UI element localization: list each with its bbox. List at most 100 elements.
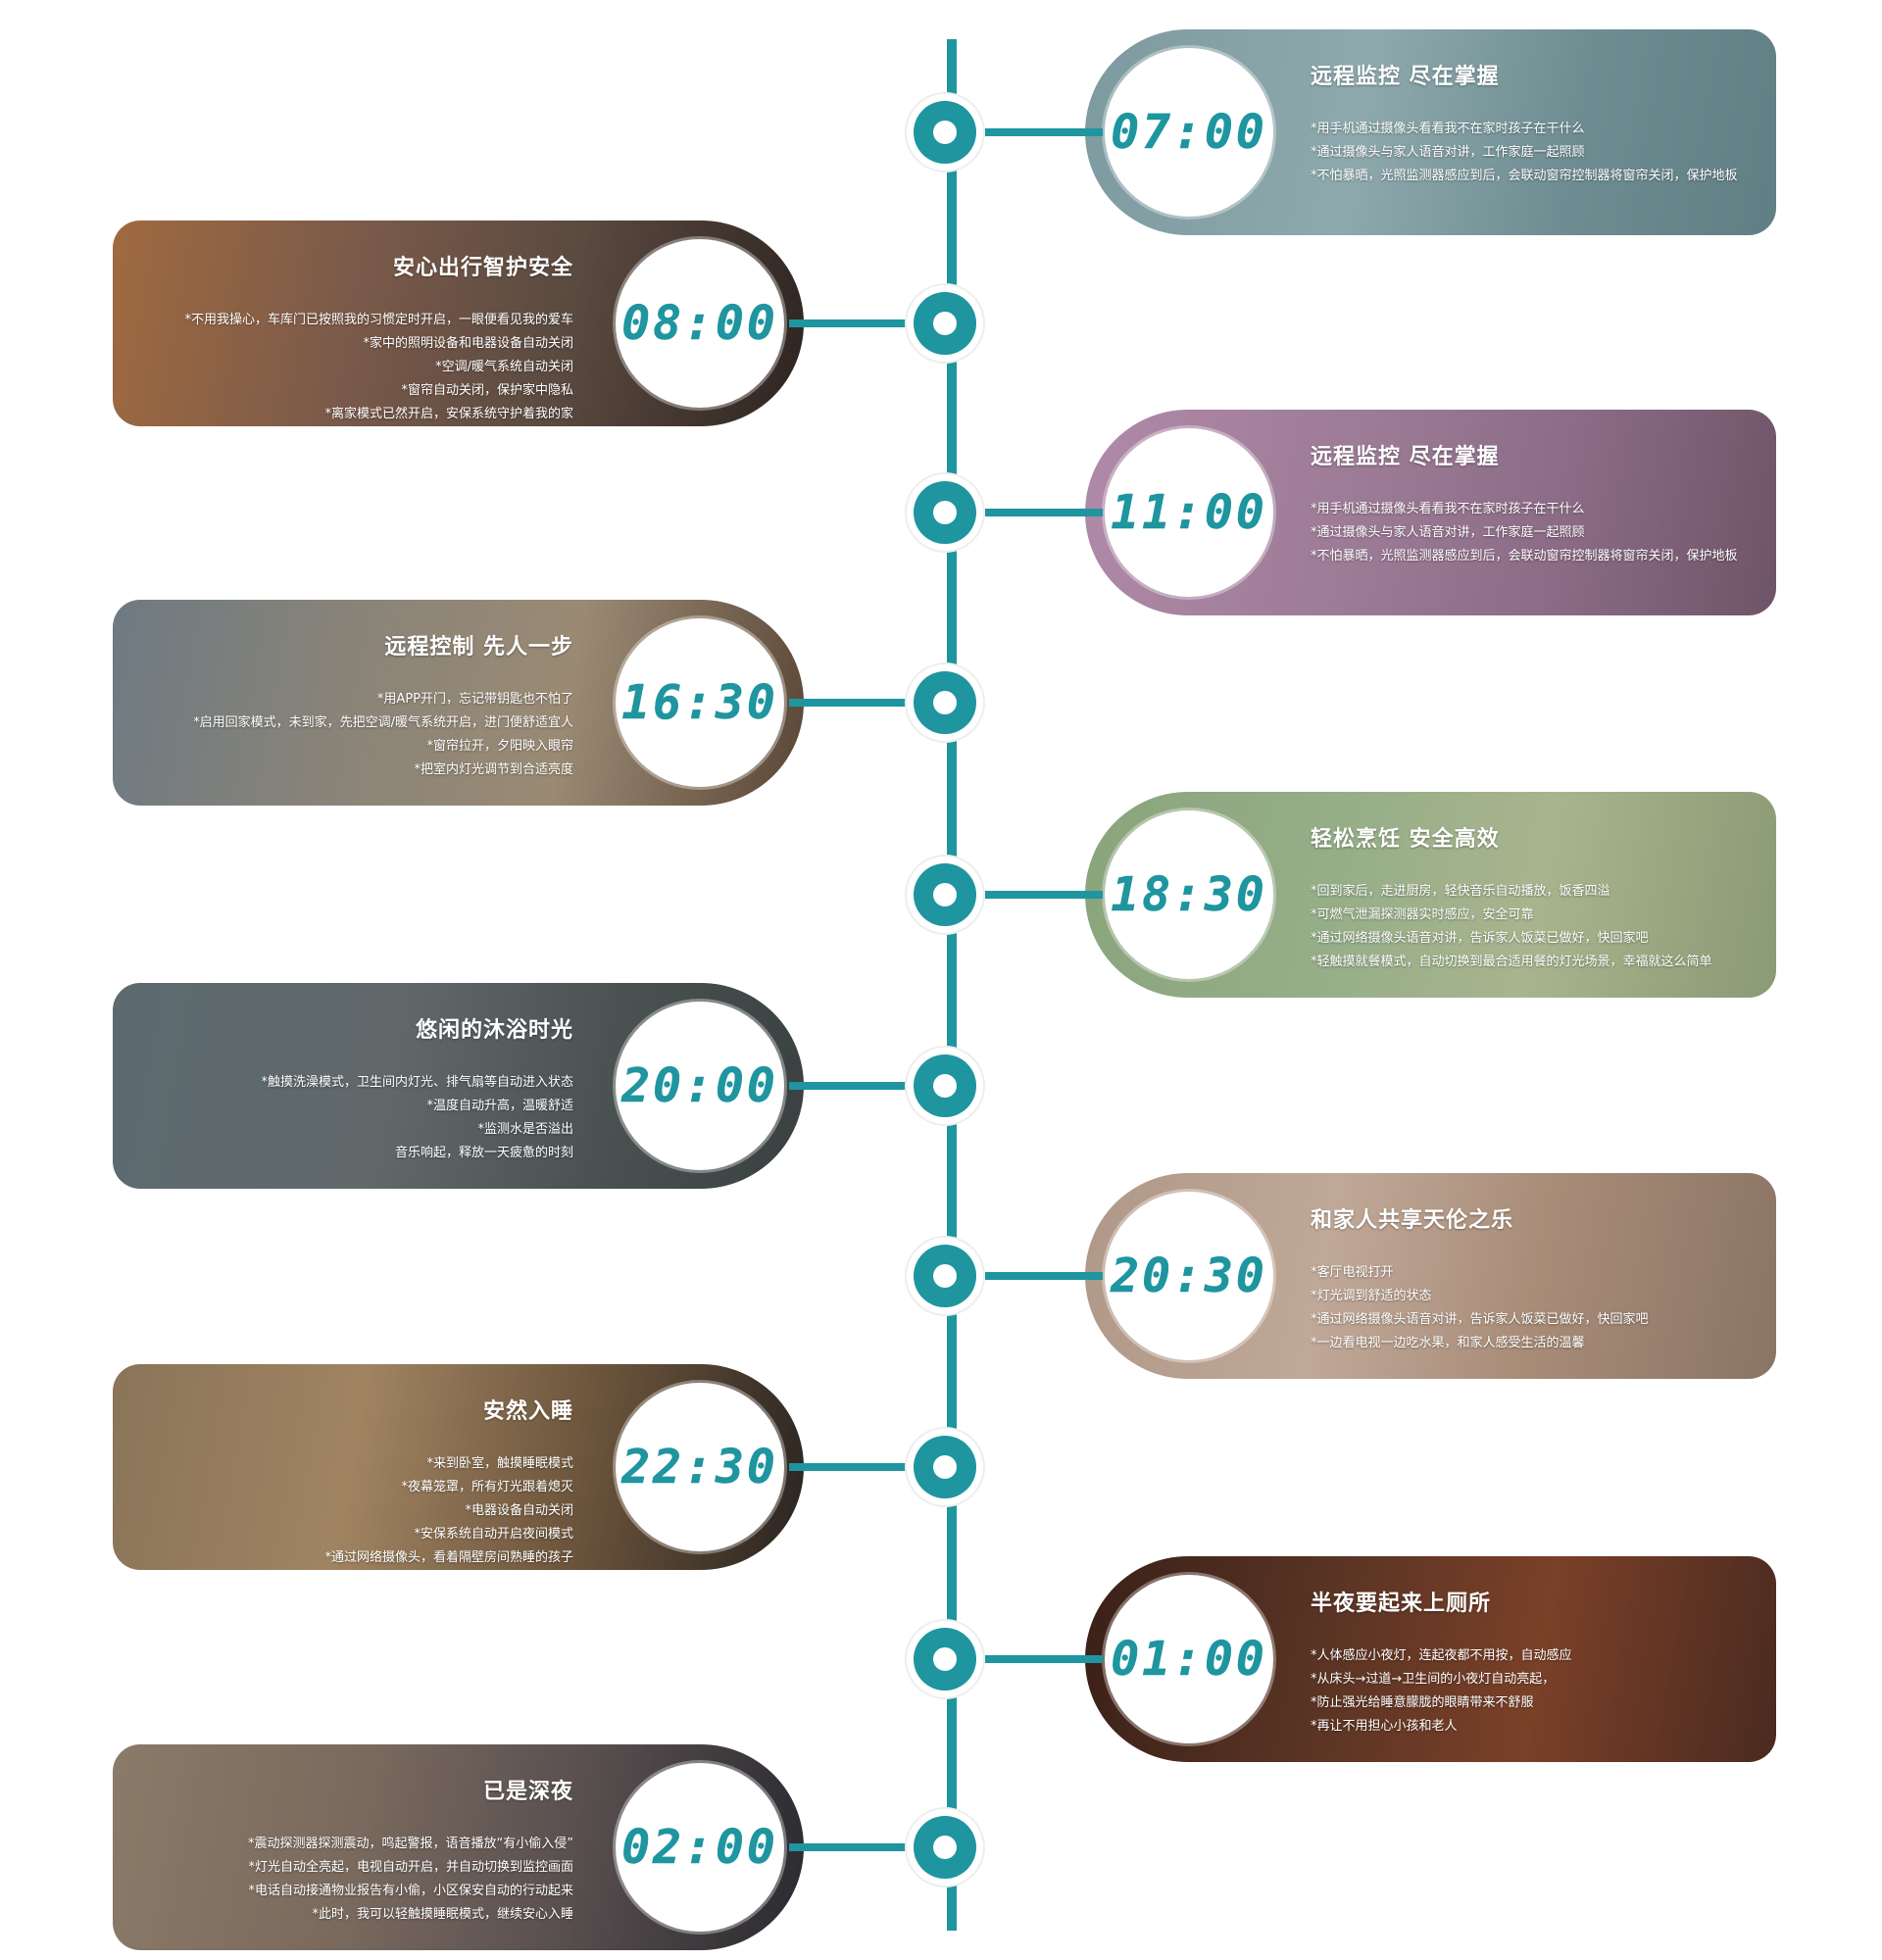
card-line: *通过网络摄像头，看着隔壁房间熟睡的孩子 (324, 1550, 573, 1565)
card-line: *用手机通过摄像头看看我不在家时孩子在干什么 (1311, 502, 1585, 516)
card-text: 安然入睡 *来到卧室，触摸睡眠模式 *夜幕笼罩，所有灯光跟着熄灭 *电器设备自动关闭 *… (132, 1394, 573, 1570)
card-line: *家中的照明设备和电器设备自动关闭 (363, 336, 573, 351)
timeline-card: 20:00 悠闲的沐浴时光 *触摸洗澡模式，卫生间内灯光、排气扇等自动进入状态 *温度… (113, 983, 804, 1189)
timeline-card: 02:00 已是深夜 *震动探测器探测震动，鸣起警报，语音播放“有小偷入侵” *灯光自… (113, 1744, 804, 1950)
card-line: *灯光自动全亮起，电视自动开启，并自动切换到监控画面 (248, 1860, 573, 1875)
card-title: 半夜要起来上厕所 (1311, 1592, 1492, 1616)
timeline-node (905, 92, 985, 172)
card-line: *通过网络摄像头语音对讲，告诉家人饭菜已做好，快回家吧 (1311, 1312, 1649, 1327)
card-line: *回到家后，走进厨房，轻快音乐自动播放，饭香四溢 (1311, 884, 1610, 899)
connector-line (985, 1272, 1103, 1280)
card-line: *通过网络摄像头语音对讲，告诉家人饭菜已做好，快回家吧 (1311, 931, 1649, 946)
card-text: 已是深夜 *震动探测器探测震动，鸣起警报，语音播放“有小偷入侵” *灯光自动全亮起，… (132, 1774, 573, 1927)
card-text: 半夜要起来上厕所 *人体感应小夜灯，连起夜都不用按，自动感应 *从床头→过道→卫生间… (1311, 1586, 1747, 1739)
card-line: *人体感应小夜灯，连起夜都不用按，自动感应 (1311, 1648, 1572, 1663)
time-circle: 16:30 (616, 618, 784, 787)
card-line: *此时，我可以轻触摸睡眠模式，继续安心入睡 (312, 1907, 573, 1922)
card-line: *温度自动升高，温暖舒适 (426, 1099, 573, 1113)
card-line: *用手机通过摄像头看看我不在家时孩子在干什么 (1311, 122, 1585, 136)
timeline-card: 22:30 安然入睡 *来到卧室，触摸睡眠模式 *夜幕笼罩，所有灯光跟着熄灭 *电器设备… (113, 1364, 804, 1570)
card-line: *窗帘拉开，夕阳映入眼帘 (426, 739, 573, 754)
card-text: 远程控制 先人一步 *用APP开门，忘记带钥匙也不怕了 *启用回家模式，未到家，先把… (132, 629, 573, 782)
time-label: 01:00 (1111, 1632, 1267, 1688)
connector-line (789, 1082, 907, 1090)
connector-line (789, 699, 907, 707)
card-line: *窗帘自动关闭，保护家中隐私 (401, 383, 573, 398)
timeline-line (947, 39, 957, 1931)
card-text: 和家人共享天伦之乐 *客厅电视打开 *灯光调到舒适的状态 *通过网络摄像头语音对讲，告… (1311, 1202, 1747, 1355)
card-line: *客厅电视打开 (1311, 1265, 1394, 1280)
card-line: *再让不用担心小孩和老人 (1311, 1719, 1458, 1734)
connector-line (985, 891, 1103, 899)
card-title: 和家人共享天伦之乐 (1311, 1208, 1514, 1233)
card-title: 远程监控 尽在掌握 (1311, 445, 1500, 469)
timeline-card: 01:00 半夜要起来上厕所 *人体感应小夜灯，连起夜都不用按，自动感应 *从床头→过… (1085, 1556, 1776, 1762)
time-label: 08:00 (621, 296, 778, 352)
timeline-node (905, 1046, 985, 1126)
connector-line (789, 319, 907, 327)
card-line: *一边看电视一边吃水果，和家人感受生活的温馨 (1311, 1336, 1585, 1350)
timeline-card: 11:00 远程监控 尽在掌握 *用手机通过摄像头看看我不在家时孩子在干什么 *通过摄… (1085, 410, 1776, 615)
time-label: 20:30 (1111, 1249, 1267, 1304)
card-line: *轻触摸就餐模式，自动切换到最合适用餐的灯光场景，幸福就这么简单 (1311, 955, 1712, 969)
time-circle: 01:00 (1105, 1575, 1273, 1743)
timeline-node (905, 1236, 985, 1316)
timeline-entry: 22:30 安然入睡 *来到卧室，触摸睡眠模式 *夜幕笼罩，所有灯光跟着熄灭 *电器设备… (0, 1364, 1882, 1570)
card-text: 远程监控 尽在掌握 *用手机通过摄像头看看我不在家时孩子在干什么 *通过摄像头与家人… (1311, 59, 1747, 188)
card-line: *通过摄像头与家人语音对讲，工作家庭一起照顾 (1311, 525, 1585, 540)
timeline-node (905, 662, 985, 743)
card-line: *电话自动接通物业报告有小偷，小区保安自动的行动起来 (248, 1884, 573, 1898)
card-line: *不用我操心，车库门已按照我的习惯定时开启，一眼便看见我的爱车 (184, 313, 573, 327)
time-label: 11:00 (1111, 485, 1267, 541)
timeline-card: 20:30 和家人共享天伦之乐 *客厅电视打开 *灯光调到舒适的状态 *通过网络摄像头语… (1085, 1173, 1776, 1379)
card-line: *从床头→过道→卫生间的小夜灯自动亮起， (1311, 1672, 1556, 1687)
card-line: *离家模式已然开启，安保系统守护着我的家 (324, 407, 573, 421)
card-line: *不怕暴晒，光照监测器感应到后，会联动窗帘控制器将窗帘关闭，保护地板 (1311, 169, 1738, 183)
time-circle: 08:00 (616, 239, 784, 408)
card-line: 音乐响起，释放一天疲惫的时刻 (394, 1146, 573, 1160)
card-line: *可燃气泄漏探测器实时感应，安全可靠 (1311, 907, 1534, 922)
time-circle: 07:00 (1105, 48, 1273, 217)
timeline-card: 07:00 远程监控 尽在掌握 *用手机通过摄像头看看我不在家时孩子在干什么 *通过摄… (1085, 29, 1776, 235)
card-text: 安心出行智护安全 *不用我操心，车库门已按照我的习惯定时开启，一眼便看见我的爱车 *… (132, 250, 573, 426)
time-circle: 20:30 (1105, 1192, 1273, 1360)
time-label: 20:00 (621, 1058, 778, 1114)
card-line: *安保系统自动开启夜间模式 (414, 1527, 573, 1542)
time-label: 16:30 (621, 675, 778, 731)
connector-line (789, 1843, 907, 1851)
card-line: *灯光调到舒适的状态 (1311, 1289, 1432, 1303)
timeline-entry: 07:00 远程监控 尽在掌握 *用手机通过摄像头看看我不在家时孩子在干什么 *通过摄… (0, 29, 1882, 235)
timeline-entry: 08:00 安心出行智护安全 *不用我操心，车库门已按照我的习惯定时开启，一眼便看见… (0, 220, 1882, 426)
time-label: 02:00 (621, 1820, 778, 1876)
card-title: 远程控制 先人一步 (384, 635, 573, 660)
timeline-node (905, 1427, 985, 1507)
card-title: 悠闲的沐浴时光 (415, 1018, 573, 1043)
card-line: *电器设备自动关闭 (465, 1503, 573, 1518)
timeline-card: 16:30 远程控制 先人一步 *用APP开门，忘记带钥匙也不怕了 *启用回家模式，未… (113, 600, 804, 806)
time-label: 22:30 (621, 1440, 778, 1495)
time-label: 18:30 (1111, 867, 1267, 923)
card-line: *监测水是否溢出 (477, 1122, 573, 1137)
card-title: 轻松烹饪 安全高效 (1311, 827, 1500, 852)
card-line: *不怕暴晒，光照监测器感应到后，会联动窗帘控制器将窗帘关闭，保护地板 (1311, 549, 1738, 564)
card-title: 已是深夜 (482, 1780, 573, 1804)
timeline-node (905, 855, 985, 935)
card-line: *用APP开门，忘记带钥匙也不怕了 (376, 692, 573, 707)
card-line: *把室内灯光调节到合适亮度 (414, 762, 573, 777)
timeline-card: 08:00 安心出行智护安全 *不用我操心，车库门已按照我的习惯定时开启，一眼便看见… (113, 220, 804, 426)
connector-line (985, 1655, 1103, 1663)
card-line: *启用回家模式，未到家，先把空调/暖气系统开启，进门便舒适宜人 (193, 715, 573, 730)
card-line: *来到卧室，触摸睡眠模式 (426, 1456, 573, 1471)
card-title: 安然入睡 (482, 1399, 573, 1424)
time-circle: 02:00 (616, 1763, 784, 1932)
timeline-entry: 11:00 远程监控 尽在掌握 *用手机通过摄像头看看我不在家时孩子在干什么 *通过摄… (0, 410, 1882, 615)
timeline-entry: 16:30 远程控制 先人一步 *用APP开门，忘记带钥匙也不怕了 *启用回家模式，未… (0, 600, 1882, 806)
card-text: 远程监控 尽在掌握 *用手机通过摄像头看看我不在家时孩子在干什么 *通过摄像头与家人… (1311, 439, 1747, 568)
timeline-node (905, 1619, 985, 1699)
card-line: *震动探测器探测震动，鸣起警报，语音播放“有小偷入侵” (248, 1837, 573, 1851)
timeline-entry: 20:30 和家人共享天伦之乐 *客厅电视打开 *灯光调到舒适的状态 *通过网络摄像头语… (0, 1173, 1882, 1379)
time-label: 07:00 (1111, 105, 1267, 161)
timeline-entry: 18:30 轻松烹饪 安全高效 *回到家后，走进厨房，轻快音乐自动播放，饭香四溢 *可… (0, 792, 1882, 998)
timeline-entry: 20:00 悠闲的沐浴时光 *触摸洗澡模式，卫生间内灯光、排气扇等自动进入状态 *温度… (0, 983, 1882, 1189)
card-text: 轻松烹饪 安全高效 *回到家后，走进厨房，轻快音乐自动播放，饭香四溢 *可燃气泄漏探… (1311, 821, 1747, 974)
